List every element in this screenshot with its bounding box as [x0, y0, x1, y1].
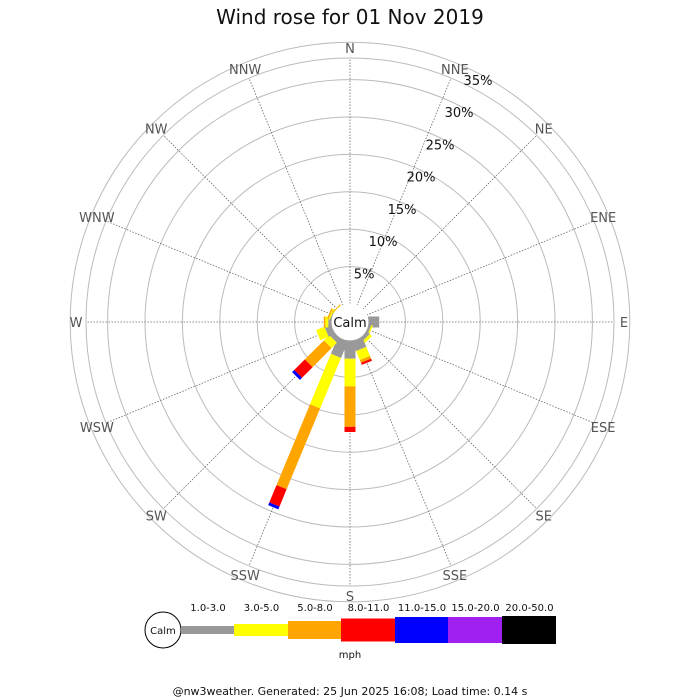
- legend-swatch-1: [234, 624, 288, 636]
- spoke-nne: [356, 77, 452, 306]
- bar-sse-bin-2: [359, 355, 372, 363]
- bar-w-bin-1: [325, 316, 329, 328]
- dir-label-ssw: SSW: [230, 569, 260, 584]
- dir-label-sw: SW: [146, 510, 167, 525]
- speed-legend: Calm 1.0-3.0 3.0-5.0 5.0-8.0 8.0-11.0 11.0-15…: [144, 603, 556, 661]
- dir-label-n: N: [345, 42, 355, 57]
- spoke-nw: [163, 135, 338, 310]
- legend-label-5: 15.0-20.0: [451, 603, 499, 614]
- bar-sw-bin-2: [304, 340, 332, 368]
- bar-ssw-bin-1: [310, 353, 341, 409]
- legend-swatch-4: [395, 617, 448, 643]
- ring-label-15: 15%: [388, 203, 417, 218]
- bar-sw-bin-1: [323, 335, 337, 349]
- bar-w-bin-2: [323, 316, 326, 328]
- legend-swatch-6: [502, 616, 556, 644]
- legend-label-6: 20.0-50.0: [505, 603, 553, 614]
- bar-wsw-bin-1: [316, 326, 329, 341]
- spoke-nnw: [248, 77, 344, 306]
- ring-label-10: 10%: [369, 235, 398, 250]
- dir-label-wnw: WNW: [79, 211, 115, 226]
- ring-30: [107, 79, 593, 565]
- chart-title: Wind rose for 01 Nov 2019: [216, 5, 484, 29]
- dir-label-e: E: [620, 316, 628, 331]
- bar-s-bin-1: [344, 358, 356, 387]
- bar-sse-bin-1: [356, 346, 370, 361]
- bar-ssw-bin-4: [268, 502, 280, 510]
- legend-swatch-0: [181, 626, 234, 634]
- bar-nw-bin-2: [332, 304, 341, 313]
- dir-label-nw: NW: [145, 122, 168, 137]
- ring-label-25: 25%: [426, 138, 455, 153]
- bar-sw-bin-3: [294, 359, 313, 378]
- ring-label-5: 5%: [354, 267, 375, 282]
- legend-label-3: 8.0-11.0: [348, 603, 390, 614]
- dir-label-s: S: [346, 590, 354, 605]
- ring-35: [69, 41, 631, 603]
- ring-label-30: 30%: [445, 106, 474, 121]
- bar-wnw-bin-1: [328, 308, 335, 320]
- legend-unit: mph: [339, 650, 361, 661]
- wind-bars: [268, 304, 380, 510]
- dir-label-w: W: [70, 316, 83, 331]
- direction-spokes: [86, 58, 614, 586]
- dir-label-ese: ESE: [591, 421, 616, 436]
- dir-label-nne: NNE: [441, 63, 469, 78]
- bar-s-bin-0: [344, 340, 356, 359]
- spoke-ene: [366, 220, 595, 316]
- dir-label-nnw: NNW: [229, 63, 261, 78]
- legend-label-4: 11.0-15.0: [398, 603, 446, 614]
- bar-wnw-bin-2: [327, 308, 333, 319]
- spoke-wsw: [105, 328, 334, 424]
- dir-label-ene: ENE: [590, 211, 616, 226]
- ring-labels: 5% 10% 15% 20% 25% 30% 35%: [354, 74, 493, 282]
- spoke-ese: [366, 328, 595, 424]
- dir-label-ne: NE: [535, 122, 553, 137]
- dir-label-wsw: WSW: [80, 421, 114, 436]
- legend-label-1: 3.0-5.0: [244, 603, 279, 614]
- spoke-sw: [163, 334, 338, 509]
- legend-swatch-5: [448, 617, 502, 643]
- legend-label-0: 1.0-3.0: [190, 603, 225, 614]
- legend-label-2: 5.0-8.0: [297, 603, 332, 614]
- ring-label-35: 35%: [464, 74, 493, 89]
- bar-sw-bin-4: [292, 370, 302, 380]
- spoke-se: [362, 334, 537, 509]
- bar-se-bin-1: [362, 334, 372, 344]
- bar-ssw-bin-2: [276, 404, 321, 490]
- ring-label-20: 20%: [407, 171, 436, 186]
- direction-labels: N NNE NE ENE E ESE SE SSE S SSW SW WSW W WNW NW NNW: [70, 42, 629, 605]
- footer-text: @nw3weather. Generated: 25 Jun 2025 16:0…: [173, 685, 528, 698]
- bar-s-bin-3: [344, 426, 356, 432]
- spoke-wnw: [105, 220, 334, 316]
- legend-swatch-2: [288, 621, 341, 639]
- calm-center: [331, 303, 369, 341]
- bar-ssw-bin-0: [330, 336, 349, 358]
- bar-s-bin-2: [344, 386, 356, 427]
- calm-label: Calm: [333, 316, 366, 331]
- dir-label-se: SE: [536, 510, 552, 525]
- bar-ssw-bin-3: [269, 485, 287, 507]
- ring-20: [181, 153, 519, 491]
- dir-label-sse: SSE: [442, 569, 467, 584]
- outer-ring: [85, 57, 615, 587]
- spoke-sse: [356, 338, 452, 567]
- legend-swatch-3: [341, 618, 395, 642]
- spoke-ne: [362, 135, 537, 310]
- bar-sse-bin-3: [361, 358, 372, 365]
- calm-circle: Calm: [331, 303, 369, 341]
- legend-calm-label: Calm: [150, 626, 176, 637]
